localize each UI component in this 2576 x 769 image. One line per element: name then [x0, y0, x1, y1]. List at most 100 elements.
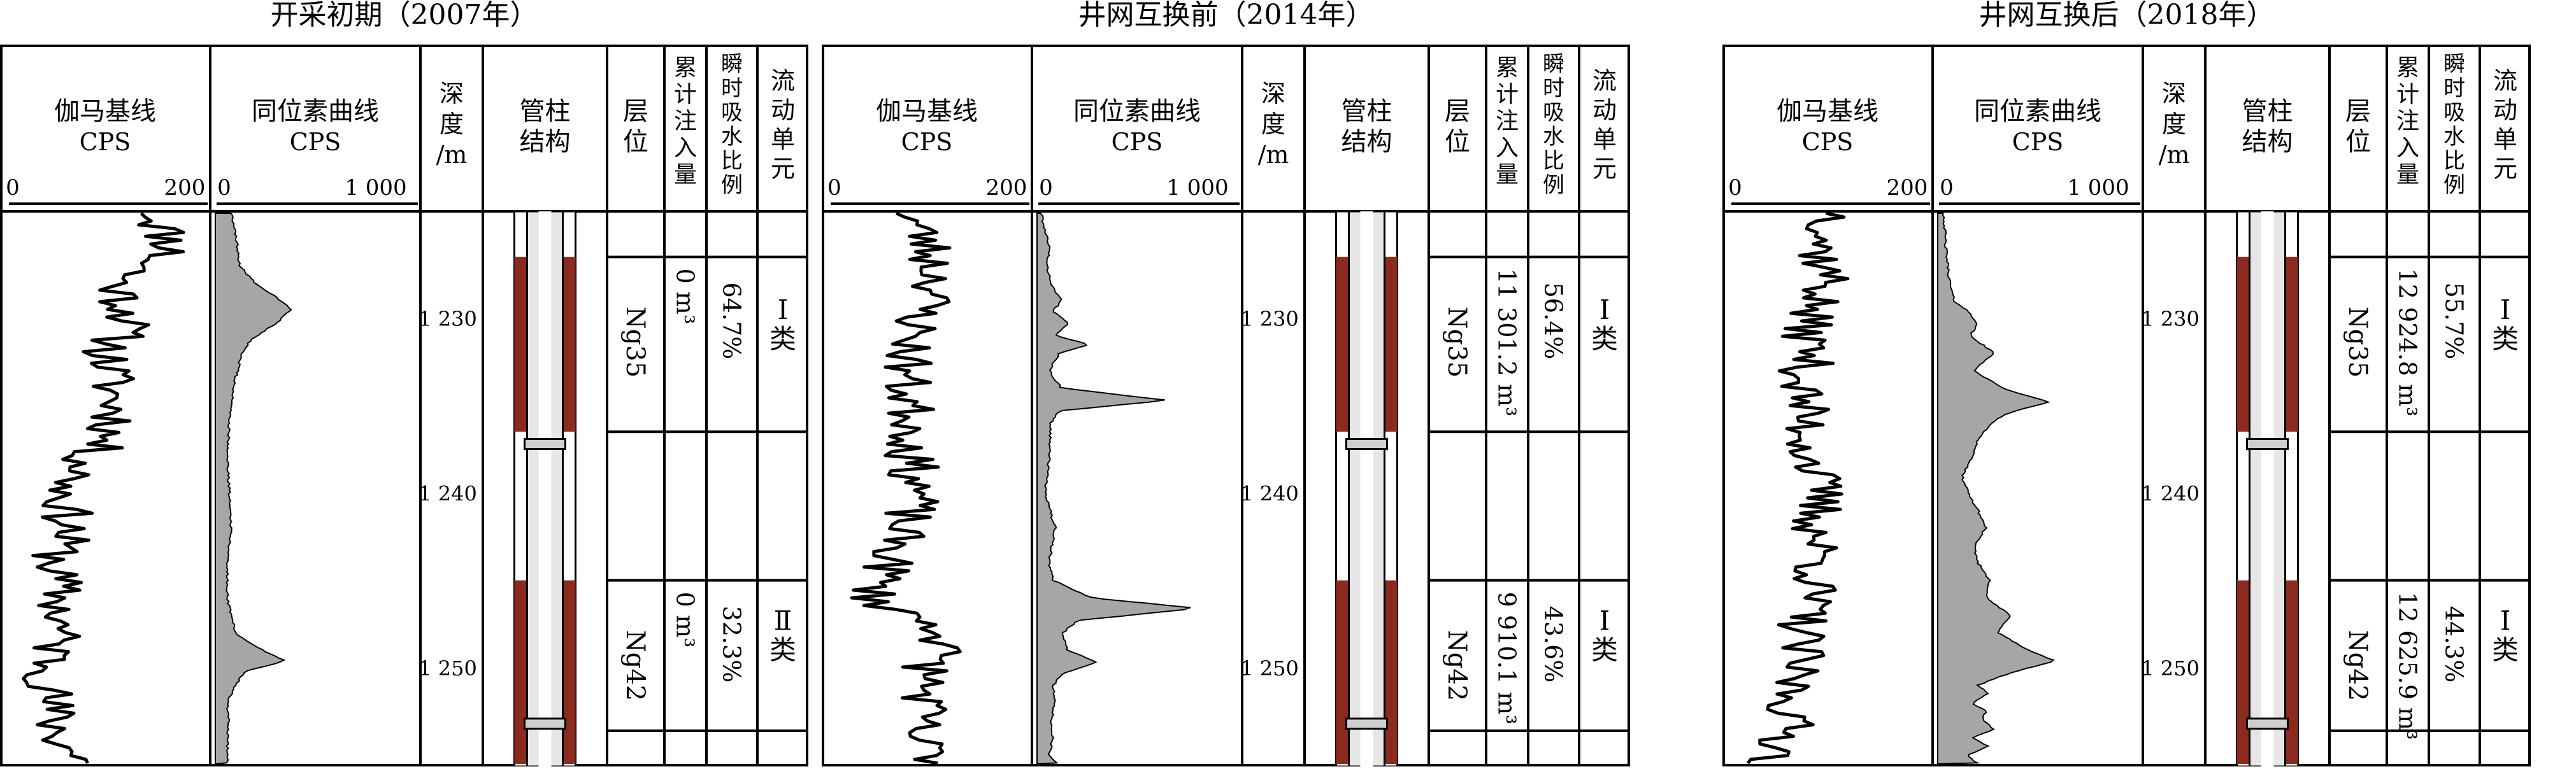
gamma-scale-min: 0 [1728, 175, 1742, 201]
ratio-header-char: 比 [721, 148, 743, 174]
depth-tick-label: 1 250 [2141, 656, 2200, 681]
layer-header-char: 层 [2345, 97, 2371, 126]
cumulative-header-char: 量 [1496, 162, 1519, 188]
zone-flow-unit: Ⅰ [778, 294, 789, 325]
zone-intake-ratio: 44.3% [2440, 606, 2468, 683]
depth-header-char: 度 [440, 110, 464, 138]
zone-cumulative-injection: 9 910.1 m³ [1493, 592, 1521, 724]
zone-flow-unit-suffix: 类 [769, 635, 796, 666]
cumulative-header-char: 计 [674, 81, 697, 108]
zone-layer-label: Ng42 [620, 630, 650, 702]
ratio-header-char: 瞬 [2444, 52, 2465, 77]
zone-flow-unit-suffix: 类 [2492, 323, 2519, 355]
zone-flow-unit-suffix: 类 [1591, 323, 1618, 355]
cumulative-header-char: 入 [1496, 135, 1519, 161]
tubing-header-line: 管柱 [520, 97, 571, 126]
zone-intake-ratio: 64.7% [718, 283, 746, 360]
flow-unit-header-char: 动 [1592, 96, 1617, 124]
isotope-curve [215, 213, 292, 765]
flow-unit-header-char: 元 [1592, 155, 1617, 183]
cumulative-header-char: 入 [674, 135, 697, 161]
flow-unit-header-char: 动 [2493, 96, 2517, 124]
layer-header-char: 位 [623, 127, 648, 157]
zone-flow-unit-suffix: 类 [2492, 635, 2519, 666]
gamma-header-unit: CPS [901, 128, 953, 156]
zone-intake-ratio: 56.4% [1540, 283, 1568, 360]
layer-header-char: 层 [623, 97, 648, 126]
gamma-scale-max: 200 [1887, 175, 1928, 201]
zone-flow-unit: Ⅱ [774, 605, 792, 637]
depth-header-char: 度 [2162, 110, 2186, 138]
isotope-scale-max: 1 000 [345, 175, 406, 201]
zone-cumulative-injection: 11 301.2 m³ [1493, 269, 1521, 417]
layer-header-char: 位 [2345, 127, 2371, 157]
depth-tick-label: 1 230 [2141, 307, 2200, 331]
ratio-header-char: 比 [2444, 148, 2465, 174]
ratio-header-char: 瞬 [1543, 52, 1564, 77]
tubing-header-line: 结构 [520, 127, 571, 157]
packer [2246, 437, 2289, 450]
tubing-header-line: 结构 [2242, 127, 2293, 157]
tubing-header-line: 管柱 [1342, 97, 1392, 126]
gamma-curve [850, 211, 962, 765]
tubing-highlight [1360, 211, 1373, 766]
zone-layer-label: Ng42 [1442, 630, 1471, 702]
ratio-header-char: 水 [721, 124, 743, 150]
zone-layer-label: Ng35 [1442, 307, 1471, 378]
tubing-highlight [2261, 211, 2274, 766]
ratio-header-char: 例 [721, 173, 743, 198]
isotope-curve [1036, 213, 1191, 765]
panel-frame [0, 45, 808, 766]
cumulative-header-char: 注 [674, 108, 697, 134]
isotope-header-unit: CPS [1112, 128, 1163, 156]
zone-cumulative-injection: 0 m³ [671, 269, 699, 325]
isotope-scale-max: 1 000 [1166, 175, 1228, 201]
zone-cumulative-injection: 12 924.8 m³ [2394, 269, 2422, 417]
panel-title: 开采初期（2007年） [271, 0, 538, 31]
depth-tick-label: 1 230 [419, 307, 477, 331]
depth-tick-label: 1 250 [419, 656, 477, 681]
flow-unit-header-char: 单 [771, 125, 795, 153]
cumulative-header-char: 注 [2396, 108, 2419, 134]
flow-unit-header-char: 流 [1592, 67, 1617, 95]
ratio-header-char: 吸 [2444, 100, 2465, 125]
depth-header-char: 深 [1261, 80, 1285, 108]
cumulative-header-char: 计 [2396, 81, 2419, 108]
cumulative-header-char: 量 [674, 162, 697, 188]
packer [524, 437, 566, 450]
layer-header-char: 位 [1445, 127, 1470, 157]
flow-unit-header-char: 流 [2493, 67, 2517, 95]
isotope-curve [1937, 213, 2055, 765]
flow-unit-header-char: 动 [771, 96, 795, 124]
depth-tick-label: 1 240 [419, 481, 477, 505]
panel-title: 井网互换后（2018年） [1979, 0, 2275, 31]
isotope-header-label: 同位素曲线 [252, 97, 379, 126]
depth-tick-label: 1 240 [1240, 481, 1299, 505]
depth-tick-label: 1 250 [1240, 656, 1299, 681]
zone-cumulative-injection: 0 m³ [671, 592, 699, 648]
packer [1345, 437, 1388, 450]
depth-header-char: /m [1258, 141, 1289, 169]
zone-flow-unit: Ⅰ [1599, 294, 1610, 325]
packer [2246, 717, 2289, 730]
gamma-scale-max: 200 [986, 175, 1027, 201]
cumulative-header-char: 量 [2396, 162, 2419, 188]
depth-tick-label: 1 230 [1240, 307, 1299, 331]
gamma-scale-max: 200 [164, 175, 206, 201]
flow-unit-header-char: 单 [1592, 125, 1617, 153]
isotope-scale-min: 0 [1039, 175, 1053, 201]
flow-unit-header-char: 单 [2493, 125, 2517, 153]
depth-header-char: /m [2159, 141, 2190, 169]
flow-unit-header-char: 元 [2493, 155, 2517, 183]
zone-flow-unit-suffix: 类 [769, 323, 796, 355]
zone-layer-label: Ng35 [620, 307, 650, 378]
gamma-header-unit: CPS [1802, 128, 1854, 156]
isotope-header-label: 同位素曲线 [1073, 97, 1201, 126]
packer [524, 717, 566, 730]
gamma-header-label: 伽马基线 [876, 97, 978, 126]
